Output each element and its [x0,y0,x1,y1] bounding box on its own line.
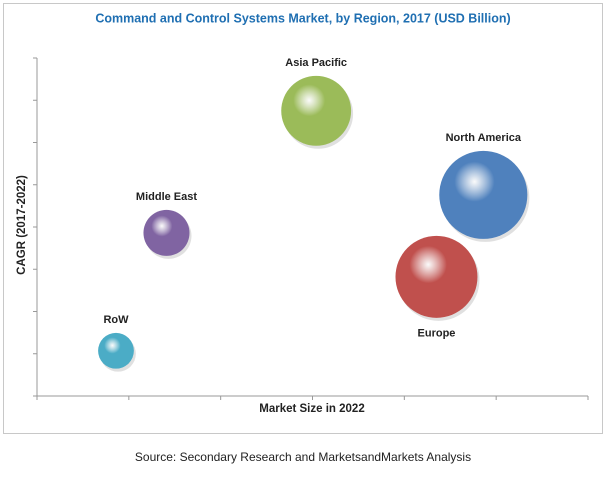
bubble [98,332,134,369]
bubble-label: Middle East [136,191,197,203]
bubble [143,209,190,256]
source-note: Source: Secondary Research and Marketsan… [135,450,471,464]
bubble [281,75,352,146]
chart-title: Command and Control Systems Market, by R… [95,11,510,25]
x-axis-title: Market Size in 2022 [259,403,364,415]
bubble-label: Asia Pacific [285,57,347,69]
bubble-label: Europe [418,328,456,340]
bubble-label: North America [446,132,522,144]
bubble-label: RoW [103,314,129,326]
y-axis-title: CAGR (2017-2022) [16,175,28,275]
bubble [439,150,528,239]
bubble [395,235,478,318]
